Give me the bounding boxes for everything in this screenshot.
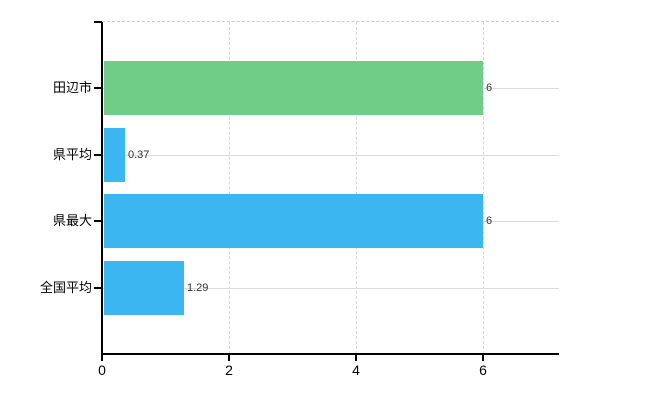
x-tick-label: 4 — [352, 362, 360, 378]
y-axis-tick — [94, 287, 102, 289]
horizontal-gridline — [102, 288, 559, 289]
horizontal-gridline — [102, 155, 559, 156]
category-label: 全国平均 — [39, 280, 92, 295]
x-tick-label: 2 — [225, 362, 233, 378]
y-axis-tick — [94, 21, 102, 23]
bar-value-label: 0.37 — [128, 149, 150, 161]
category-label: 県最大 — [52, 213, 92, 228]
x-axis-tick — [355, 353, 357, 361]
x-tick-label: 6 — [479, 362, 487, 378]
y-axis-tick — [94, 220, 102, 222]
bar — [104, 61, 483, 115]
bar-value-label: 6 — [486, 82, 493, 94]
x-axis-tick — [101, 353, 103, 361]
x-axis-tick — [482, 353, 484, 361]
plot-top-border — [102, 21, 559, 22]
y-axis-line — [101, 22, 103, 355]
bar — [104, 194, 483, 248]
x-axis-tick — [228, 353, 230, 361]
bar-value-label: 1.29 — [187, 282, 209, 294]
bar — [104, 261, 184, 315]
category-label: 田辺市 — [52, 80, 92, 95]
x-axis-line — [101, 353, 559, 355]
vertical-gridline — [356, 22, 357, 354]
bar-value-label: 6 — [486, 215, 493, 227]
y-axis-tick — [94, 87, 102, 89]
y-axis-tick — [94, 154, 102, 156]
category-label: 県平均 — [52, 147, 92, 162]
vertical-gridline — [229, 22, 230, 354]
x-tick-label: 0 — [98, 362, 106, 378]
vertical-gridline — [483, 22, 484, 354]
bar — [104, 128, 125, 182]
